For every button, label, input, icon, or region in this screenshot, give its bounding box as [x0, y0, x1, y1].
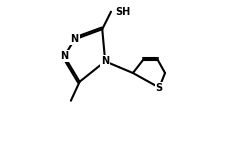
Text: S: S [156, 83, 163, 93]
Text: N: N [60, 51, 68, 61]
Text: N: N [70, 34, 79, 44]
Text: N: N [101, 56, 109, 66]
Text: SH: SH [115, 7, 131, 17]
